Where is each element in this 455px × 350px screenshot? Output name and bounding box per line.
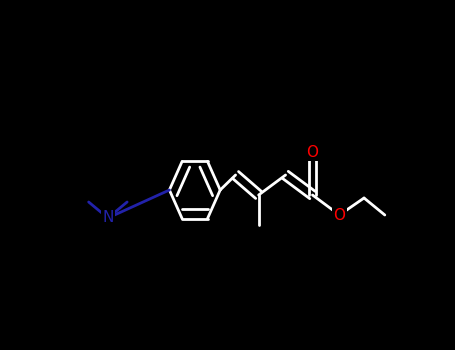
- Text: O: O: [307, 145, 318, 160]
- Text: O: O: [333, 206, 346, 224]
- Text: N: N: [102, 210, 114, 225]
- Text: O: O: [306, 142, 319, 161]
- Text: O: O: [334, 208, 345, 223]
- Text: N: N: [102, 210, 114, 225]
